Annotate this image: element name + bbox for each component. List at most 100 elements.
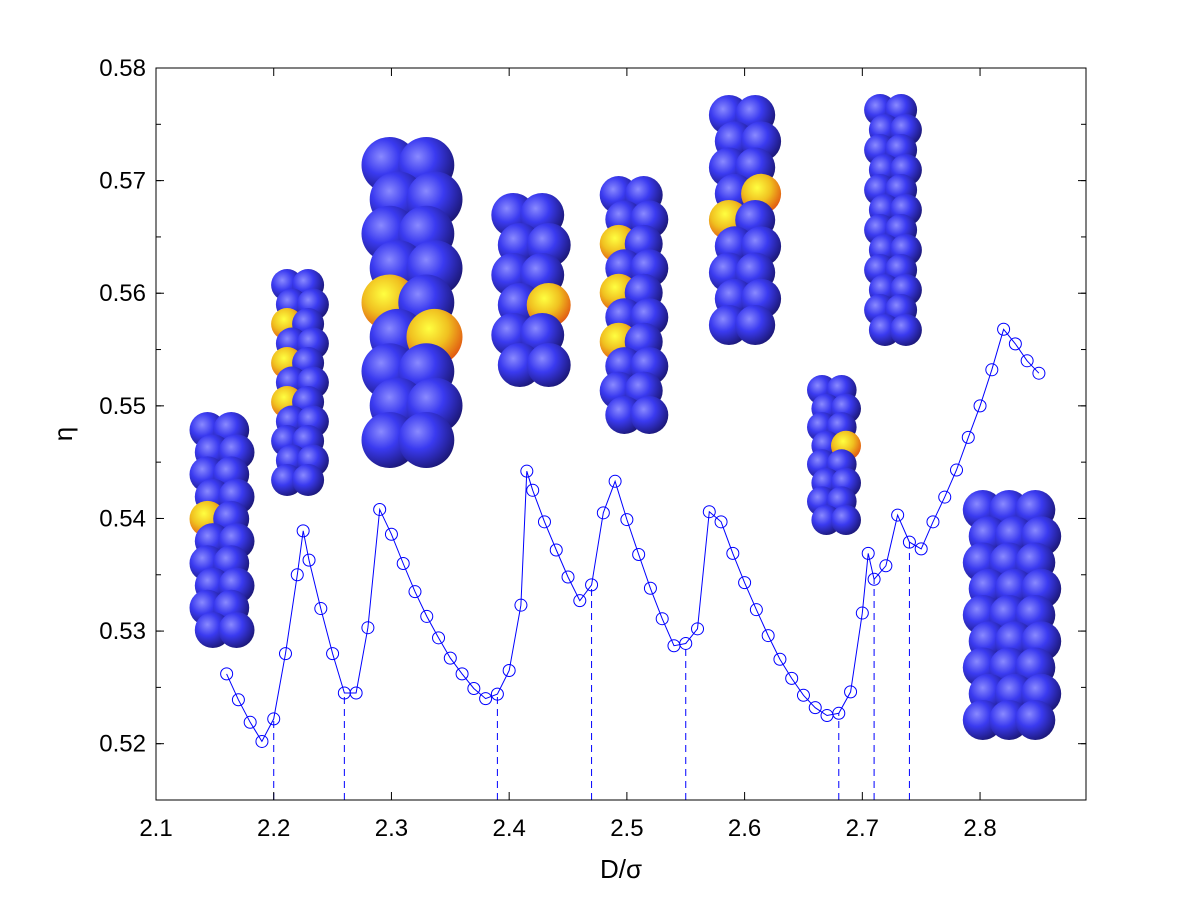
x-tick-label: 2.7 <box>846 815 879 842</box>
data-point <box>1020 354 1034 368</box>
data-point <box>479 692 493 706</box>
data-point <box>867 572 881 586</box>
data-point <box>749 603 763 617</box>
data-point <box>691 622 705 636</box>
y-tick-label: 0.53 <box>99 618 146 645</box>
data-point <box>384 527 398 541</box>
structure-illustrations <box>189 94 1062 740</box>
data-point <box>526 483 540 497</box>
data-point <box>361 621 375 635</box>
data-point <box>255 734 269 748</box>
data-point <box>267 712 281 726</box>
data-point <box>643 581 657 595</box>
structure-2 <box>271 269 329 496</box>
structure-8 <box>807 375 861 535</box>
data-point <box>432 631 446 645</box>
data-point <box>408 585 422 599</box>
data-point <box>844 685 858 699</box>
data-point <box>455 667 469 681</box>
data-point <box>796 688 810 702</box>
data-point <box>220 667 234 681</box>
structure-9 <box>962 490 1062 740</box>
data-point <box>373 502 387 516</box>
data-point <box>537 515 551 529</box>
y-tick-label: 0.58 <box>99 55 146 82</box>
x-tick-label: 2.5 <box>610 815 643 842</box>
data-point <box>296 524 310 538</box>
data-point <box>490 687 504 701</box>
y-tick-label: 0.52 <box>99 731 146 758</box>
data-point <box>938 490 952 504</box>
data-point <box>278 647 292 661</box>
data-point <box>349 686 363 700</box>
data-point <box>314 602 328 616</box>
data-point <box>879 559 893 573</box>
data-point <box>573 594 587 608</box>
data-point <box>950 463 964 477</box>
sphere <box>526 343 571 387</box>
x-tick-label: 2.3 <box>375 815 408 842</box>
data-point <box>861 546 875 560</box>
sphere <box>831 505 861 535</box>
x-tick-label: 2.8 <box>963 815 996 842</box>
data-point <box>832 706 846 720</box>
x-tick-label: 2.2 <box>257 815 290 842</box>
sphere <box>889 314 922 346</box>
x-axis-label: D/σ <box>600 854 642 884</box>
sphere <box>735 305 776 345</box>
data-point <box>738 576 752 590</box>
data-point <box>926 515 940 529</box>
sphere <box>398 412 455 468</box>
data-point <box>961 430 975 444</box>
x-tick-label: 2.6 <box>728 815 761 842</box>
data-point <box>302 553 316 567</box>
data-point <box>520 464 534 478</box>
data-point <box>608 474 622 488</box>
data-point <box>632 547 646 561</box>
structure-3 <box>361 137 463 468</box>
structure-6 <box>708 95 782 345</box>
y-axis-label: η <box>48 427 78 441</box>
data-point <box>891 508 905 522</box>
data-point <box>808 701 822 715</box>
data-point <box>514 598 528 612</box>
data-point <box>231 693 245 707</box>
structure-4 <box>491 193 571 387</box>
sphere <box>630 396 669 434</box>
sphere <box>218 612 255 648</box>
data-point <box>585 578 599 592</box>
y-tick-label: 0.56 <box>99 280 146 307</box>
data-point <box>620 513 634 527</box>
data-point <box>549 543 563 557</box>
data-point <box>702 505 716 519</box>
sphere <box>1015 700 1056 740</box>
structure-5 <box>599 176 669 434</box>
data-point <box>726 546 740 560</box>
data-point <box>561 570 575 584</box>
y-tick-label: 0.55 <box>99 393 146 420</box>
data-point <box>396 557 410 571</box>
data-point <box>679 636 693 650</box>
data-point <box>914 542 928 556</box>
data-point <box>467 682 481 696</box>
structure-1 <box>189 412 255 648</box>
data-point <box>761 629 775 643</box>
structure-7 <box>864 94 922 346</box>
axis-ticks: 2.1 2.2 2.3 2.4 2.5 2.6 2.7 2.8 0.52 0.53 0.54 0.55… <box>99 55 1086 842</box>
data-point <box>902 535 916 549</box>
sphere <box>292 464 325 496</box>
data-point <box>985 363 999 377</box>
plot-frame <box>155 67 1087 801</box>
data-point <box>773 652 787 666</box>
series-line <box>226 328 1040 743</box>
y-tick-label: 0.54 <box>99 505 146 532</box>
data-point <box>785 671 799 685</box>
data-point <box>443 651 457 665</box>
data-point <box>290 568 304 582</box>
data-point <box>326 647 340 661</box>
data-point <box>1032 366 1046 380</box>
data-point <box>855 606 869 620</box>
data-point <box>655 612 669 626</box>
data-point <box>502 663 516 677</box>
